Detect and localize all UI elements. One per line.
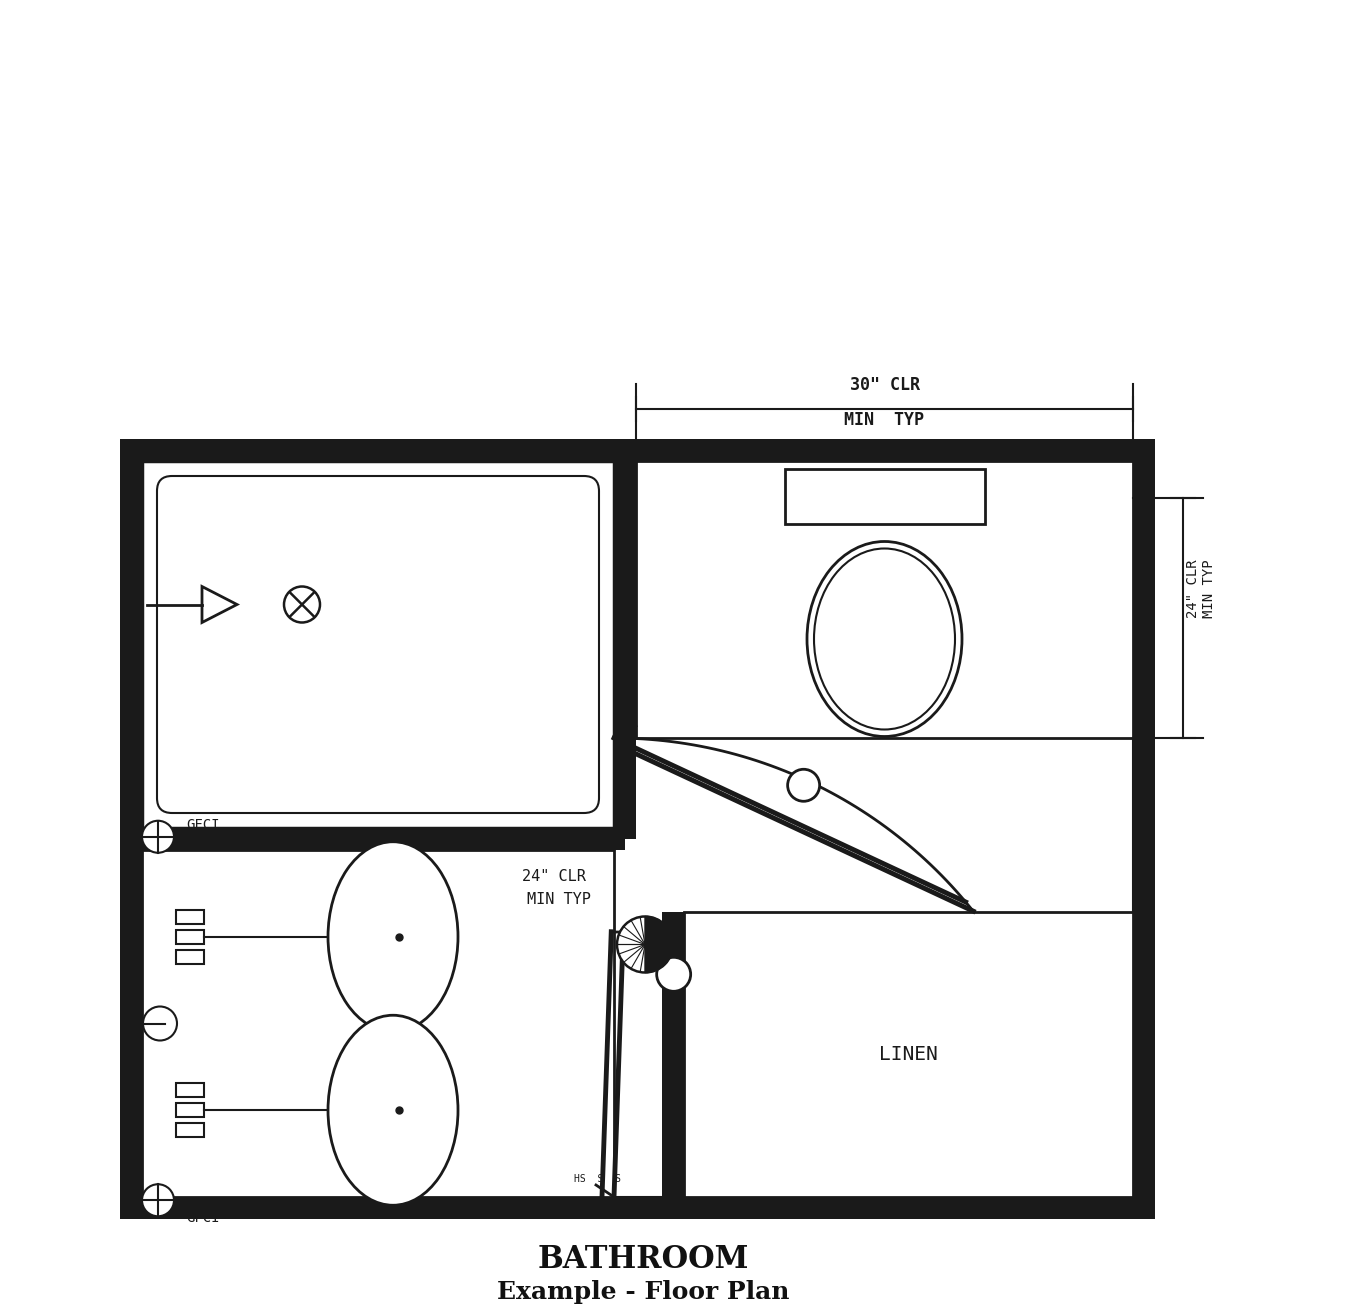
Text: MIN TYP: MIN TYP	[526, 892, 591, 907]
Text: GFCI: GFCI	[186, 1212, 219, 1225]
Bar	[176, 1104, 205, 1117]
Text: LINEN: LINEN	[879, 1045, 938, 1064]
Text: MIN  TYP: MIN TYP	[844, 411, 925, 428]
Circle shape	[616, 916, 673, 972]
Text: GFCI: GFCI	[186, 817, 219, 832]
Bar	[141, 828, 625, 850]
Text: BATHROOM: BATHROOM	[537, 1243, 748, 1275]
Bar	[141, 461, 1133, 1197]
Bar	[176, 1123, 205, 1137]
Circle shape	[141, 1184, 174, 1217]
Text: 24" CLR
MIN TYP: 24" CLR MIN TYP	[1186, 560, 1215, 618]
Bar	[785, 469, 984, 524]
Ellipse shape	[808, 541, 962, 737]
Circle shape	[143, 1007, 178, 1041]
Bar	[120, 1197, 1155, 1219]
Bar	[120, 439, 141, 1219]
Bar	[176, 909, 205, 924]
Circle shape	[657, 958, 690, 991]
Bar	[637, 461, 1133, 738]
Ellipse shape	[328, 842, 458, 1031]
Text: 24" CLR: 24" CLR	[521, 869, 586, 884]
Bar	[176, 930, 205, 943]
Bar	[141, 850, 614, 1197]
Bar	[614, 461, 637, 738]
Text: Example - Floor Plan: Example - Floor Plan	[497, 1280, 789, 1303]
Ellipse shape	[328, 1016, 458, 1205]
Polygon shape	[645, 916, 673, 972]
Bar	[1133, 439, 1155, 1219]
FancyBboxPatch shape	[157, 476, 599, 813]
Bar	[176, 1083, 205, 1097]
Text: 30" CLR: 30" CLR	[849, 376, 919, 394]
Bar	[120, 439, 1155, 461]
Bar	[141, 461, 614, 828]
Ellipse shape	[814, 548, 956, 729]
Bar	[662, 912, 684, 1197]
Bar	[176, 950, 205, 963]
Circle shape	[787, 769, 820, 802]
Bar	[684, 912, 1133, 1197]
Text: HS  S  S: HS S S	[573, 1173, 621, 1184]
Circle shape	[141, 821, 174, 853]
Bar	[614, 461, 637, 840]
